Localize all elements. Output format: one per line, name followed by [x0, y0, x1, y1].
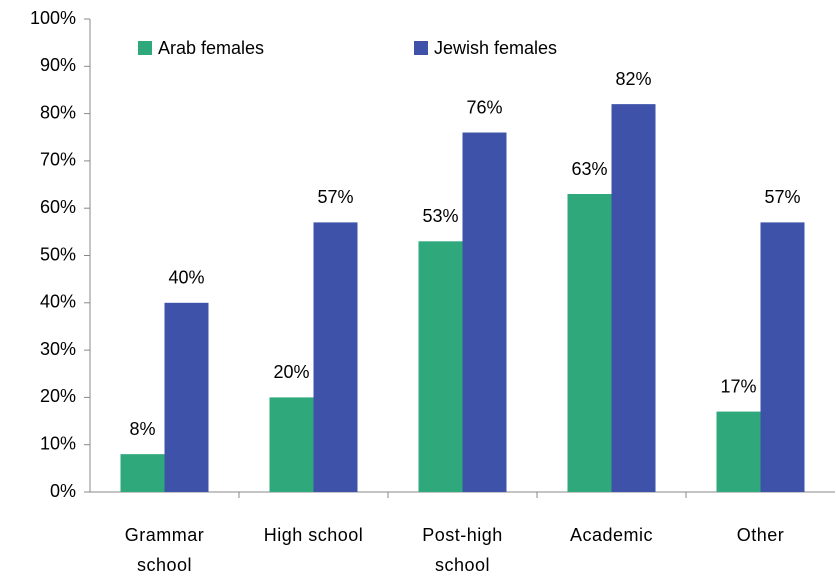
- data-label: 8%: [129, 419, 155, 439]
- data-label: 63%: [571, 159, 607, 179]
- bar: [611, 104, 656, 492]
- data-label: 57%: [764, 187, 800, 207]
- y-tick-label: 80%: [40, 102, 76, 122]
- y-tick-label: 20%: [40, 386, 76, 406]
- x-tick-label: High school: [263, 525, 364, 545]
- y-tick-label: 40%: [40, 292, 76, 312]
- legend-label: Jewish females: [434, 38, 557, 58]
- data-label: 76%: [466, 97, 502, 117]
- data-label: 17%: [720, 376, 756, 396]
- data-label: 57%: [317, 187, 353, 207]
- bar: [120, 454, 165, 492]
- y-tick-label: 30%: [40, 339, 76, 359]
- legend-swatch: [414, 41, 428, 55]
- bar: [269, 397, 314, 492]
- bar: [760, 222, 805, 492]
- bar: [716, 411, 761, 492]
- y-tick-label: 10%: [40, 433, 76, 453]
- bar: [418, 241, 463, 492]
- bar: [164, 302, 209, 492]
- y-tick-label: 100%: [30, 8, 76, 28]
- y-tick-label: 60%: [40, 197, 76, 217]
- y-tick-label: 90%: [40, 55, 76, 75]
- legend-label: Arab females: [158, 38, 264, 58]
- data-label: 20%: [273, 362, 309, 382]
- data-label: 40%: [168, 268, 204, 288]
- legend-swatch: [138, 41, 152, 55]
- x-tick-label: Post-high school: [422, 525, 503, 575]
- y-tick-label: 70%: [40, 150, 76, 170]
- x-tick-label: Other: [736, 525, 785, 545]
- bar: [567, 194, 612, 492]
- data-label: 53%: [422, 206, 458, 226]
- bar: [462, 132, 507, 492]
- x-tick-label: Grammar school: [124, 525, 205, 575]
- x-tick-label: Academic: [569, 525, 654, 545]
- y-tick-label: 50%: [40, 244, 76, 264]
- bar: [313, 222, 358, 492]
- data-label: 82%: [615, 69, 651, 89]
- y-tick-label: 0%: [50, 481, 76, 501]
